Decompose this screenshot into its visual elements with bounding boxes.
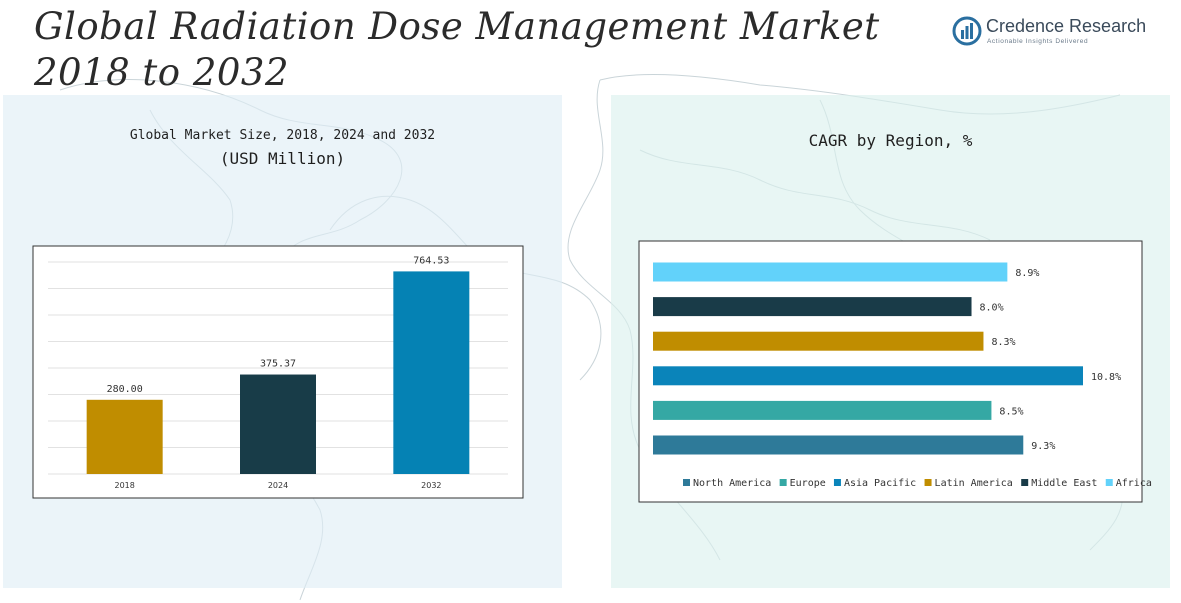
legend-label: North America [693, 478, 771, 489]
bar-value-label: 9.3% [1031, 441, 1055, 452]
brand-chart-icon [952, 16, 982, 46]
legend-swatch [833, 479, 841, 486]
bar-north-america [653, 435, 1024, 455]
legend-label: Africa [1116, 478, 1152, 489]
bar-value-label: 8.9% [1015, 268, 1039, 279]
x-tick-label: 2032 [421, 481, 441, 490]
brand-name: Credence Research [986, 16, 1147, 36]
bar-value-label: 764.53 [413, 255, 449, 266]
bar-value-label: 8.3% [991, 337, 1015, 348]
bar-asia-pacific [653, 366, 1083, 386]
page-title: Global Radiation Dose Management Market … [34, 5, 880, 94]
bar-2024 [240, 374, 316, 474]
market-size-unit: (USD Million) [219, 149, 346, 168]
x-tick-label: 2018 [114, 481, 134, 490]
bar-value-label: 280.00 [107, 384, 143, 395]
legend-label: Middle East [1031, 478, 1097, 489]
legend-swatch [924, 479, 932, 486]
bar-value-label: 375.37 [260, 359, 296, 370]
bar-value-label: 8.5% [999, 406, 1023, 417]
legend-label: Europe [790, 478, 826, 489]
brand-tagline: Actionable Insights Delivered [987, 38, 1089, 45]
legend-label: Asia Pacific [844, 478, 916, 489]
legend-swatch [1105, 479, 1113, 486]
legend-label: Latin America [935, 478, 1013, 489]
brand-logo: Credence Research Actionable Insights De… [952, 16, 1152, 48]
cagr-title: CAGR by Region, % [808, 131, 973, 150]
bar-africa [653, 262, 1008, 282]
market-size-title: Global Market Size, 2018, 2024 and 2032 [129, 128, 436, 143]
legend-swatch [683, 479, 690, 486]
bar-value-label: 10.8% [1091, 372, 1121, 383]
bar-middle-east [653, 297, 972, 317]
x-tick-label: 2024 [268, 481, 288, 490]
bar-latin-america [653, 331, 984, 351]
bar-2018 [86, 399, 163, 474]
bar-europe [653, 400, 992, 420]
bar-2032 [393, 271, 470, 474]
bar-value-label: 8.0% [980, 303, 1004, 314]
legend-swatch [1021, 479, 1029, 486]
legend-swatch [779, 479, 787, 486]
